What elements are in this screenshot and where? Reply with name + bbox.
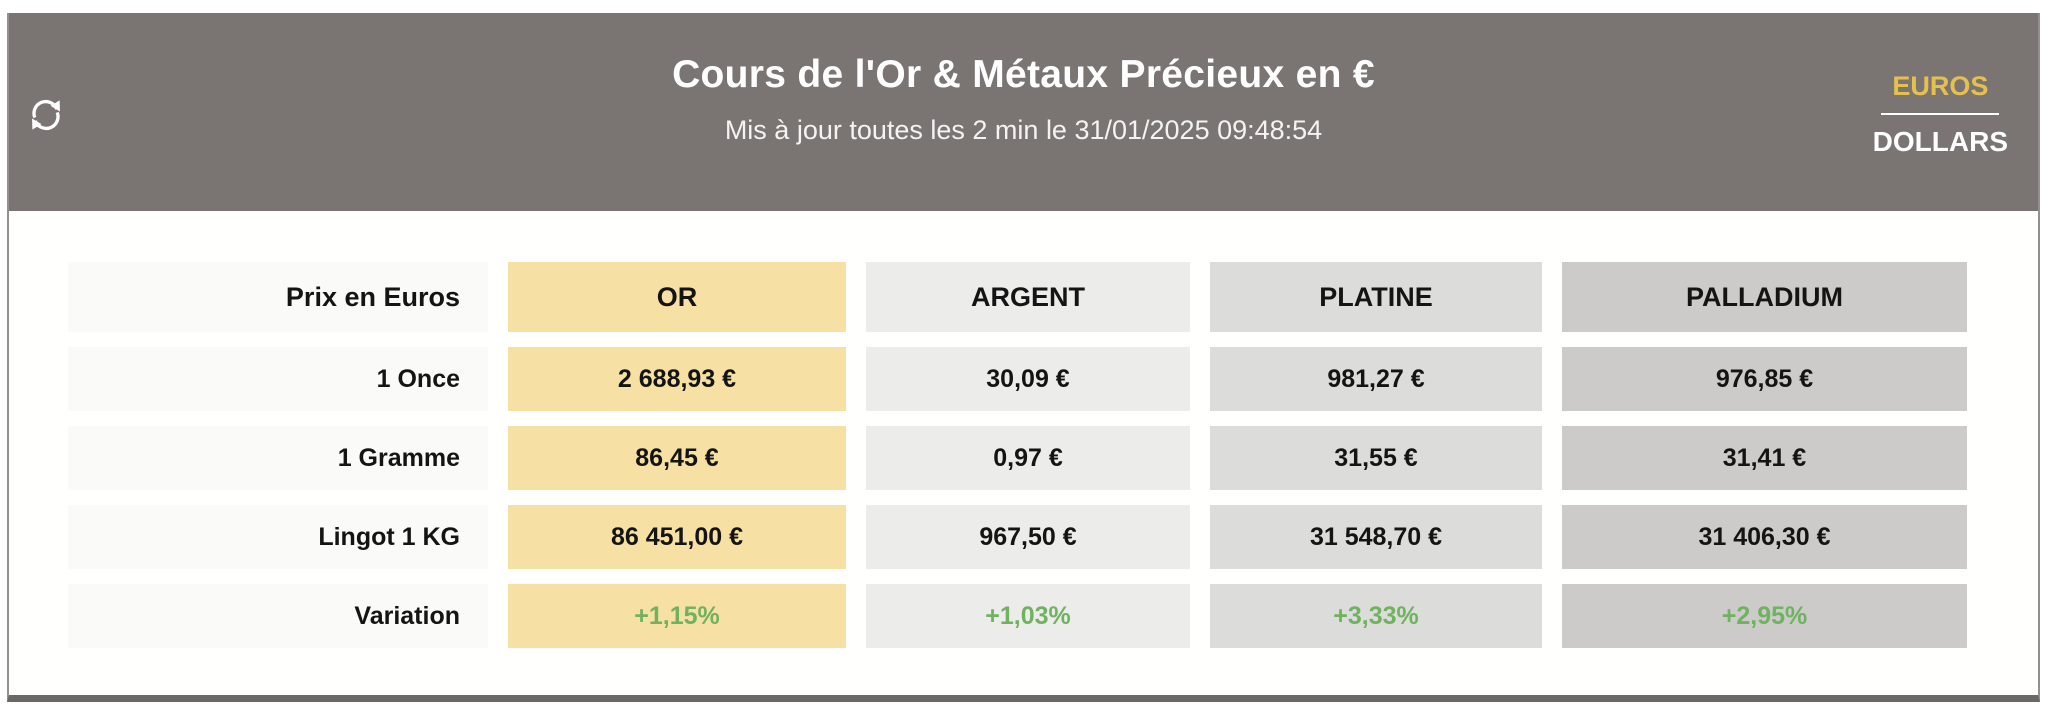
refresh-button[interactable]	[27, 93, 71, 137]
row-label-1-gramme: 1 Gramme	[68, 426, 488, 490]
col-header-palladium: PALLADIUM	[1562, 262, 1967, 332]
variation-cell-palladium: +2,95%	[1562, 584, 1967, 648]
variation-cell-argent: +1,03%	[866, 584, 1190, 648]
price-cell-platine-once: 981,27 €	[1210, 347, 1542, 411]
price-table: Prix en Euros OR ARGENT PLATINE PALLADIU…	[9, 211, 2038, 648]
variation-cell-or: +1,15%	[508, 584, 846, 648]
price-cell-argent-once: 30,09 €	[866, 347, 1190, 411]
page-title: Cours de l'Or & Métaux Précieux en €	[672, 53, 1375, 96]
widget-header: Cours de l'Or & Métaux Précieux en € Mis…	[9, 13, 2038, 211]
header-titles: Cours de l'Or & Métaux Précieux en € Mis…	[9, 13, 2038, 146]
price-cell-palladium-lingot: 31 406,30 €	[1562, 505, 1967, 569]
price-cell-or-gramme: 86,45 €	[508, 426, 846, 490]
last-updated-text: Mis à jour toutes les 2 min le 31/01/202…	[724, 115, 1323, 145]
row-label-variation: Variation	[68, 584, 488, 648]
price-cell-palladium-gramme: 31,41 €	[1562, 426, 1967, 490]
col-header-platine: PLATINE	[1210, 262, 1542, 332]
corner-header-prix-en-euros: Prix en Euros	[68, 262, 488, 332]
price-cell-palladium-once: 976,85 €	[1562, 347, 1967, 411]
currency-option-euros[interactable]: EUROS	[1892, 71, 1989, 101]
col-header-argent: ARGENT	[866, 262, 1190, 332]
price-cell-platine-gramme: 31,55 €	[1210, 426, 1542, 490]
row-label-lingot-1-kg: Lingot 1 KG	[68, 505, 488, 569]
col-header-or: OR	[508, 262, 846, 332]
price-cell-or-once: 2 688,93 €	[508, 347, 846, 411]
currency-option-dollars[interactable]: DOLLARS	[1872, 126, 2008, 157]
row-label-1-once: 1 Once	[68, 347, 488, 411]
variation-cell-platine: +3,33%	[1210, 584, 1542, 648]
price-cell-argent-lingot: 967,50 €	[866, 505, 1190, 569]
price-cell-platine-lingot: 31 548,70 €	[1210, 505, 1542, 569]
price-cell-argent-gramme: 0,97 €	[866, 426, 1190, 490]
currency-toggle-divider	[1881, 113, 2000, 115]
price-cell-or-lingot: 86 451,00 €	[508, 505, 846, 569]
gold-price-widget: Cours de l'Or & Métaux Précieux en € Mis…	[7, 13, 2040, 702]
refresh-icon	[27, 96, 71, 134]
currency-toggle: EUROS DOLLARS	[1873, 71, 2008, 158]
